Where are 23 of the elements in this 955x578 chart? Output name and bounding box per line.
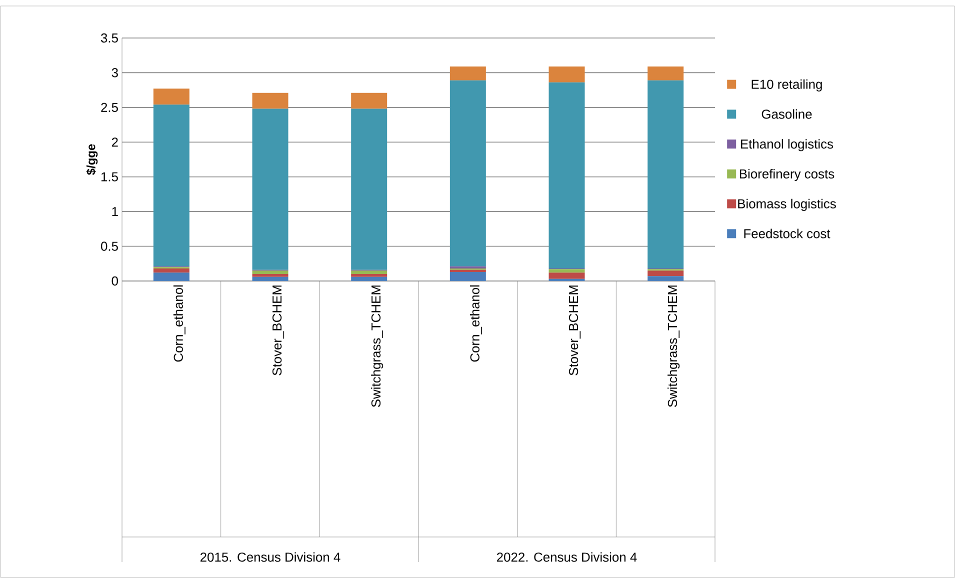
x-tick-label: Stover_BCHEM <box>272 286 284 376</box>
y-axis-title: $/gge <box>86 144 98 175</box>
y-tick-label: 0.5 <box>100 242 118 251</box>
y-tick-label: 2 <box>112 138 118 147</box>
legend-label: E10 retailing <box>752 79 822 92</box>
x-tick-label: Corn_ethanol <box>173 285 186 362</box>
x-tick-label: Switchgrass_TCHEM <box>371 286 384 407</box>
x-tick-label: Switchgrass_TCHEM <box>668 286 680 407</box>
legend-label: Feedstock cost <box>744 228 830 238</box>
legend-label: Ethanol logistics <box>741 139 834 152</box>
x-tick-label: Stover_BCHEM <box>568 286 581 376</box>
text: 2015. Census Division 4 <box>200 552 340 562</box>
y-tick-label: 2.5 <box>101 102 118 112</box>
legend-label: Biorefinery costs <box>740 168 834 182</box>
text: 2022. Census Division 4 <box>496 552 637 562</box>
y-tick-label: 1 <box>112 207 118 216</box>
legend-label: Biomass logistics <box>738 198 836 211</box>
y-tick-label: 3 <box>112 68 118 78</box>
y-tick-label: 0 <box>112 276 118 286</box>
y-tick-label: 1.5 <box>101 172 118 182</box>
x-tick-label: Corn_ethanol <box>470 285 482 362</box>
legend-label: Gasoline <box>762 109 812 119</box>
y-tick-label: 3.5 <box>100 33 118 43</box>
